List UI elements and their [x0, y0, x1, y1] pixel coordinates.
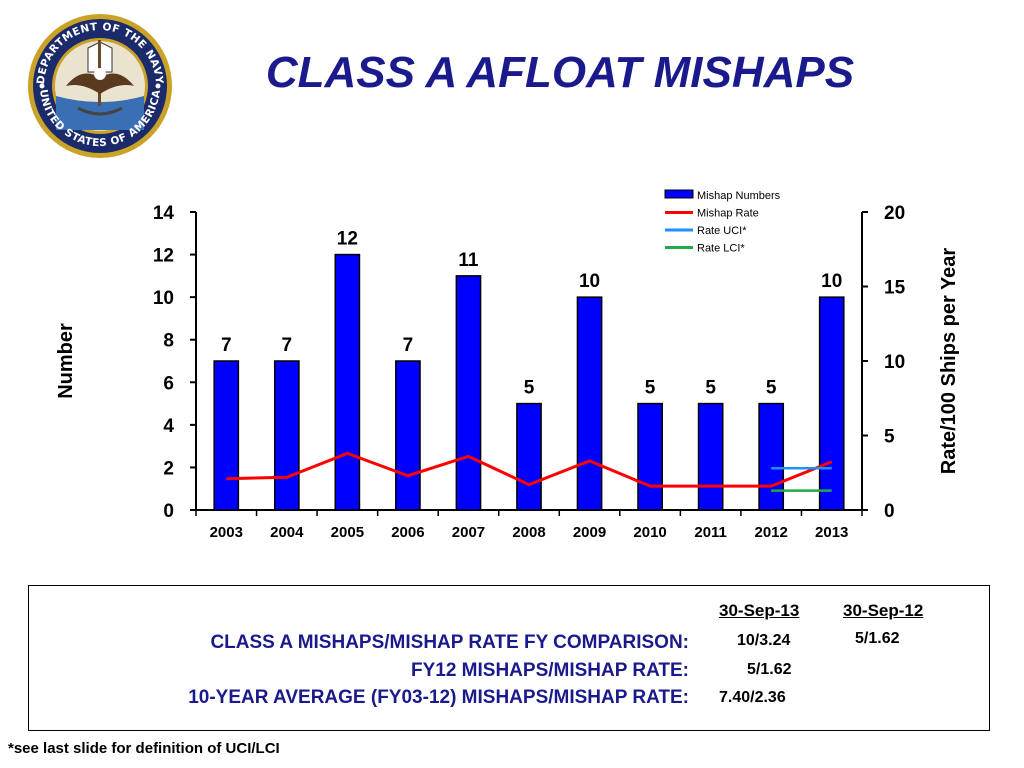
bar-value-label: 7 [282, 335, 293, 356]
bar [516, 402, 542, 511]
navy-seal-logo: DEPARTMENT OF THE NAVY UNITED STATES OF … [28, 14, 172, 158]
comparison-panel: 30-Sep-13 30-Sep-12 CLASS A MISHAPS/MISH… [28, 585, 990, 731]
x-tick-label: 2010 [633, 524, 666, 541]
x-tick-label: 2011 [694, 524, 727, 541]
left-tick-label: 6 [163, 373, 174, 394]
bar-value-label: 7 [221, 335, 232, 356]
right-tick-label: 20 [884, 203, 905, 224]
right-tick-label: 15 [884, 278, 906, 299]
bar [334, 253, 361, 511]
bar [697, 402, 724, 511]
right-tick-label: 10 [884, 352, 905, 373]
bar [273, 360, 300, 511]
legend-label: Mishap Rate [697, 208, 759, 220]
fy12-row-value: 5/1.62 [747, 661, 792, 678]
mishap-rate-line [226, 451, 833, 488]
comparison-row-label: CLASS A MISHAPS/MISHAP RATE FY COMPARISO… [210, 632, 689, 653]
x-tick-label: 2006 [391, 524, 424, 541]
right-tick-label: 0 [884, 501, 895, 522]
x-tick-label: 2008 [512, 524, 545, 541]
x-tick-label: 2007 [452, 524, 485, 541]
bar-value-label: 5 [766, 378, 777, 399]
x-tick-label: 2005 [331, 524, 364, 541]
x-tick-label: 2013 [815, 524, 848, 541]
average-row-value: 7.40/2.36 [719, 689, 786, 706]
bar-value-label: 7 [403, 335, 414, 356]
right-tick-label: 5 [884, 427, 895, 448]
left-tick-label: 10 [153, 288, 174, 309]
mishaps-chart: 0 2 4 6 8 10 12 14 0 5 10 15 20 2003 2004 2005 2006 2007 2… [55, 189, 960, 541]
comparison-row-value-2012: 5/1.62 [855, 630, 900, 647]
bar-value-label: 5 [645, 378, 656, 399]
bar-value-label: 5 [705, 378, 716, 399]
legend-label: Rate LCI* [697, 243, 745, 255]
bar [576, 296, 603, 511]
bar-value-label: 5 [524, 378, 535, 399]
bar [637, 402, 663, 511]
bar [455, 275, 482, 511]
comparison-row-value-2013: 10/3.24 [737, 632, 791, 649]
bar [818, 296, 845, 511]
left-tick-label: 2 [163, 458, 174, 479]
x-tick-label: 2004 [270, 524, 304, 541]
left-tick-label: 12 [153, 246, 174, 267]
bar-value-label: 12 [337, 229, 358, 250]
bar [758, 402, 785, 511]
x-tick-label: 2003 [210, 524, 243, 541]
average-row-label: 10-YEAR AVERAGE (FY03-12) MISHAPS/MISHAP… [188, 687, 689, 708]
bar [395, 360, 421, 511]
left-tick-label: 14 [153, 203, 175, 224]
legend-label: Rate UCI* [697, 225, 747, 237]
page-title: CLASS A AFLOAT MISHAPS [265, 48, 855, 97]
fy12-row-label: FY12 MISHAPS/MISHAP RATE: [410, 660, 689, 681]
x-tick-label: 2012 [754, 524, 787, 541]
legend-label: Mishap Numbers [697, 190, 781, 202]
left-tick-label: 0 [163, 501, 174, 522]
left-tick-label: 4 [163, 416, 174, 437]
y2-axis-title: Rate/100 Ships per Year [938, 248, 960, 475]
bar [213, 360, 240, 511]
bar-value-label: 11 [458, 250, 479, 271]
y-axis-title: Number [55, 323, 77, 399]
x-tick-label: 2009 [573, 524, 606, 541]
col-header-2012: 30-Sep-12 [843, 601, 924, 620]
col-header-2013: 30-Sep-13 [719, 601, 800, 620]
bar-value-label: 10 [821, 271, 842, 292]
left-tick-label: 8 [163, 331, 174, 352]
legend-swatch [664, 189, 694, 199]
footnote: *see last slide for definition of UCI/LC… [8, 740, 280, 757]
bar-value-label: 10 [579, 271, 600, 292]
